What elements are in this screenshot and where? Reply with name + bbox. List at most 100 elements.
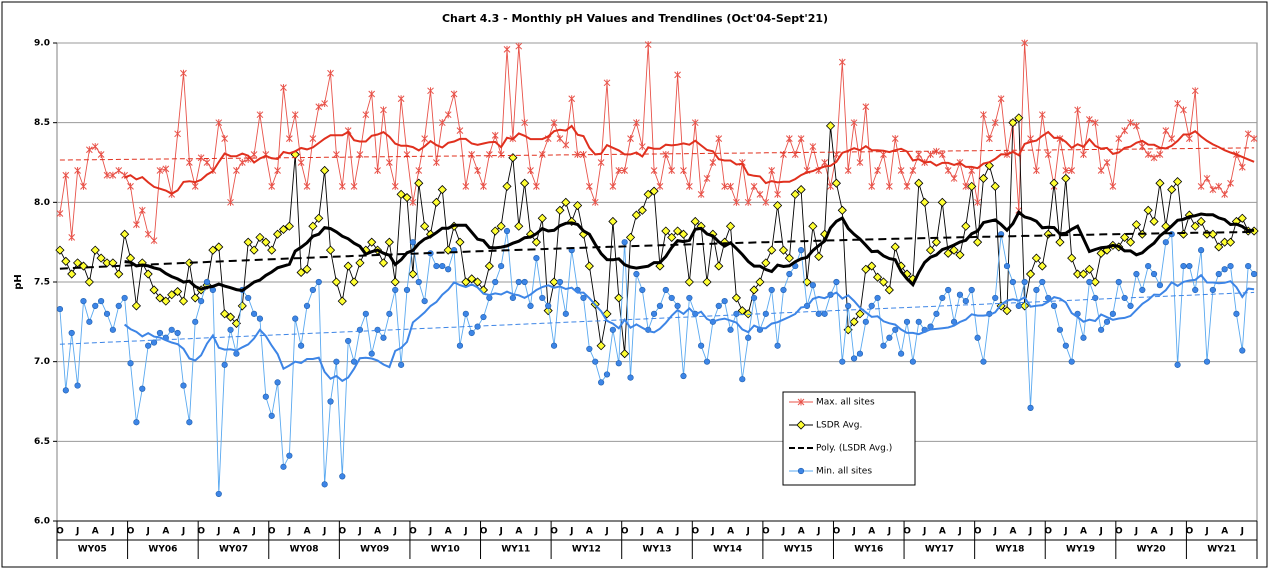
marker-circle [933, 310, 940, 317]
marker-star [315, 103, 323, 111]
marker-diamond [620, 349, 630, 359]
x-tick-label: A [939, 527, 946, 537]
marker-circle [556, 278, 564, 286]
marker-circle [1127, 302, 1134, 310]
marker-star [1115, 135, 1123, 143]
x-tick-label: O [409, 527, 417, 537]
marker-diamond [84, 277, 94, 287]
trendline [59, 291, 1255, 345]
marker-star [385, 159, 393, 166]
marker-star [850, 119, 858, 127]
legend-label: Min. all sites [816, 467, 872, 477]
x-tick-label: J [322, 527, 326, 537]
marker-diamond [949, 245, 959, 255]
marker-star [1080, 151, 1087, 159]
marker-star [709, 159, 717, 166]
marker-star [727, 182, 734, 190]
marker-circle [280, 463, 287, 470]
x-tick-label: J [569, 527, 573, 537]
marker-circle [133, 419, 140, 426]
marker-diamond [796, 185, 806, 195]
x-tick-label: O [56, 527, 64, 537]
marker-star [615, 166, 623, 174]
marker-diamond [614, 293, 624, 303]
x-tick-label: O [550, 527, 558, 537]
marker-circle [798, 247, 805, 254]
marker-circle [615, 360, 622, 367]
marker-circle [886, 334, 893, 341]
marker-circle [850, 355, 858, 362]
marker-diamond [914, 178, 924, 188]
marker-diamond [1014, 113, 1024, 123]
marker-diamond [473, 277, 483, 287]
x-tick-label: O [127, 527, 135, 537]
marker-diamond [237, 301, 247, 311]
marker-star [162, 165, 170, 173]
marker-star [703, 174, 711, 182]
x-tick-label: J [993, 527, 997, 537]
marker-star [1085, 115, 1093, 123]
marker-circle [1233, 310, 1240, 317]
marker-circle [686, 294, 693, 302]
marker-diamond [808, 221, 818, 231]
marker-star [1033, 166, 1040, 174]
marker-diamond [702, 277, 712, 287]
marker-circle [1103, 318, 1111, 325]
marker-diamond [484, 261, 494, 271]
marker-diamond [249, 245, 259, 255]
marker-circle [145, 342, 152, 349]
marker-star [568, 95, 576, 103]
marker-circle [668, 294, 675, 302]
marker-circle [98, 298, 105, 305]
marker-diamond [937, 197, 947, 207]
marker-diamond [661, 226, 671, 236]
marker-star [474, 166, 481, 174]
marker-diamond [1061, 173, 1071, 183]
marker-circle [768, 286, 775, 294]
marker-diamond [367, 237, 377, 247]
marker-diamond [1120, 232, 1130, 242]
marker-circle [550, 342, 558, 349]
marker-circle [509, 294, 516, 302]
marker-circle [421, 298, 428, 305]
marker-circle [445, 266, 452, 273]
marker-star [233, 166, 240, 174]
marker-star [1097, 166, 1105, 174]
marker-star [680, 166, 687, 174]
marker-circle [539, 294, 546, 302]
marker-star [274, 166, 281, 174]
marker-star [1150, 154, 1158, 162]
marker-diamond [490, 226, 500, 236]
marker-diamond [814, 251, 824, 262]
series-line [59, 42, 1255, 242]
marker-diamond [1084, 264, 1094, 274]
marker-circle [115, 302, 122, 310]
marker-diamond [1196, 216, 1206, 227]
marker-diamond [349, 277, 359, 287]
marker-circle [821, 310, 828, 317]
marker-diamond [1225, 237, 1236, 247]
x-tick-label: J [393, 527, 397, 537]
marker-circle [1221, 266, 1228, 273]
marker-circle [562, 310, 569, 317]
marker-star [1127, 119, 1134, 127]
marker-circle [80, 298, 87, 305]
marker-diamond [731, 293, 741, 303]
marker-circle [874, 294, 881, 302]
x-tick-label: J [1204, 527, 1208, 537]
marker-circle [433, 262, 440, 270]
x-tick-label: O [1186, 527, 1194, 537]
marker-circle [315, 278, 322, 286]
group-label: WY20 [1137, 545, 1166, 555]
marker-circle [309, 286, 316, 294]
marker-star [280, 84, 287, 92]
marker-diamond [343, 261, 353, 271]
marker-star [297, 159, 305, 166]
marker-star [1203, 174, 1211, 182]
marker-diamond [931, 237, 941, 247]
marker-diamond [1167, 185, 1177, 195]
marker-diamond [796, 420, 806, 430]
marker-circle [1198, 247, 1205, 254]
marker-diamond [220, 309, 230, 319]
marker-circle [774, 342, 781, 349]
